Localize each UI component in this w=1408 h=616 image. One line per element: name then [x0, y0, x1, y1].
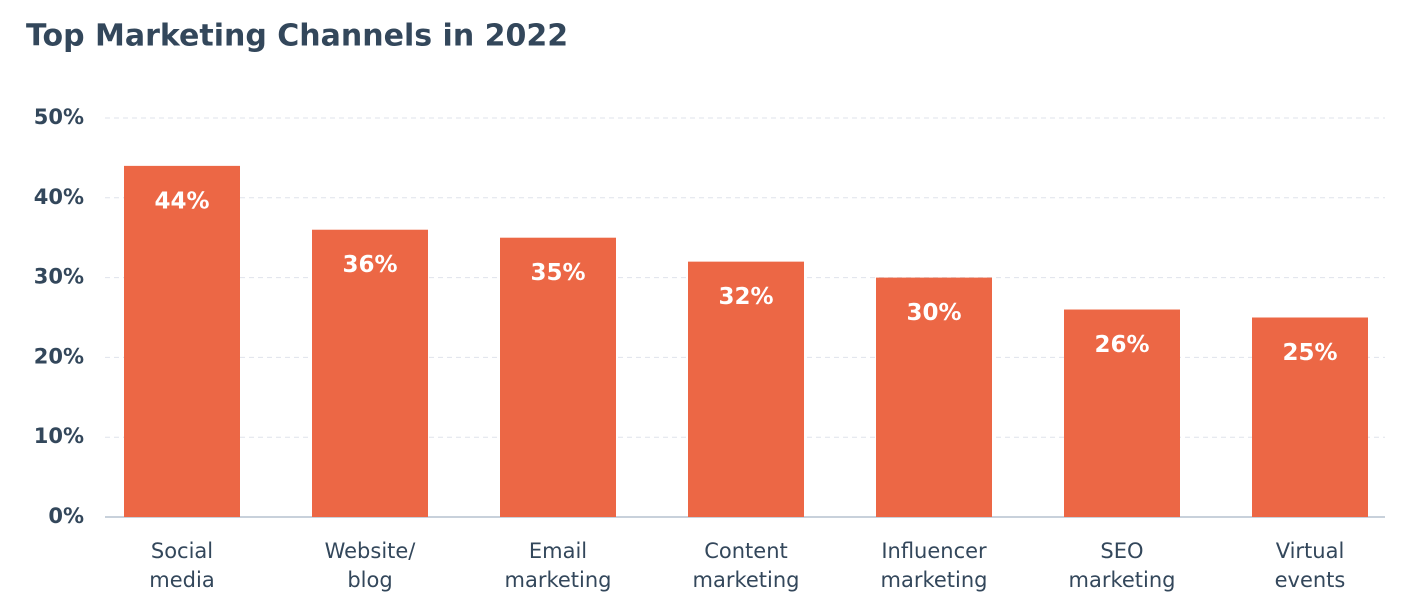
data-label: 30%	[906, 300, 961, 326]
bar	[876, 277, 992, 517]
x-tick-label: Content marketing	[693, 539, 800, 592]
bar	[688, 261, 804, 517]
chart-title: Top Marketing Channels in 2022	[26, 19, 568, 54]
data-label: 35%	[530, 260, 585, 286]
x-tick-label: SEO marketing	[1069, 539, 1176, 592]
y-tick-label: 50%	[34, 105, 84, 129]
x-tick-label: Social media	[149, 539, 214, 592]
bar	[124, 165, 240, 517]
data-label: 32%	[718, 284, 773, 310]
data-label: 36%	[342, 252, 397, 278]
bar	[312, 229, 428, 517]
bar	[1064, 309, 1180, 517]
y-tick-label: 0%	[48, 504, 84, 528]
y-tick-label: 20%	[34, 344, 84, 368]
x-tick-label: Email marketing	[505, 539, 612, 592]
bar	[500, 237, 616, 517]
y-tick-label: 10%	[34, 424, 84, 448]
data-label: 44%	[154, 188, 209, 214]
data-label: 25%	[1282, 340, 1337, 366]
data-label: 26%	[1094, 332, 1149, 358]
y-tick-label: 30%	[34, 265, 84, 289]
x-tick-label: Influencer marketing	[881, 539, 988, 592]
y-tick-label: 40%	[34, 185, 84, 209]
x-tick-label: Website/blog	[325, 539, 417, 592]
x-tick-label: Virtual events	[1275, 539, 1346, 592]
bar	[1252, 317, 1368, 517]
